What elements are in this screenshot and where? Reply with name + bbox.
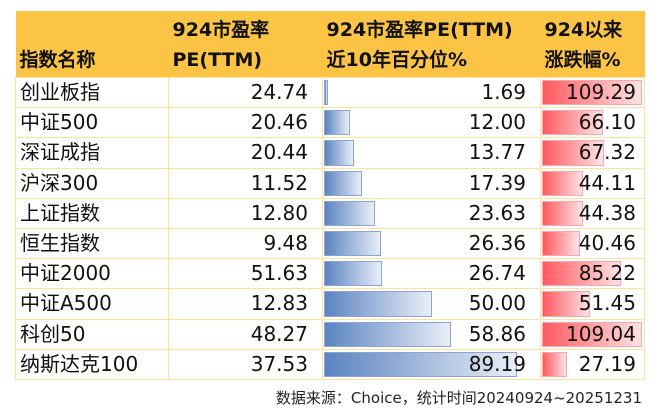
change-pct-value: 44.11 [578, 170, 636, 195]
index-name: 创业板指 [15, 76, 169, 109]
table-row: 上证指数 12.80 23.63 44.38 [15, 197, 645, 229]
change-cell: 109.04 [540, 318, 645, 350]
header-change-pct: 924以来 涨跌幅% [540, 11, 645, 78]
change-pct-value: 109.29 [566, 80, 636, 105]
pe-percentile-cell: 26.74 [322, 258, 541, 290]
index-name: 上证指数 [15, 197, 169, 229]
change-cell: 27.19 [540, 348, 645, 380]
pe-ttm-value: 12.80 [168, 197, 323, 229]
pe-percentile-value: 58.86 [468, 321, 526, 346]
change-pct-value: 40.46 [578, 231, 636, 256]
change-cell: 66.10 [540, 107, 645, 139]
index-name: 中证A500 [15, 288, 169, 320]
change-data-bar [542, 321, 642, 347]
change-data-bar [542, 170, 583, 196]
change-data-bar [542, 291, 590, 317]
table-row: 沪深300 11.52 17.39 44.11 [15, 167, 645, 199]
change-cell: 51.45 [540, 288, 645, 320]
change-pct-value: 85.22 [578, 261, 636, 286]
pe-ttm-value: 37.53 [168, 348, 323, 380]
change-pct-value: 66.10 [578, 110, 636, 135]
index-name: 中证2000 [15, 258, 169, 290]
change-cell: 109.29 [540, 76, 645, 109]
index-name: 恒生指数 [15, 227, 169, 260]
percentile-data-bar [324, 321, 452, 347]
table-row: 深证成指 20.44 13.77 67.32 [15, 137, 645, 169]
pe-percentile-cell: 13.77 [322, 137, 541, 169]
percentile-data-bar [324, 291, 432, 317]
percentile-data-bar [324, 80, 328, 106]
table-row: 科创50 48.27 58.86 109.04 [15, 318, 645, 350]
pe-ttm-value: 24.74 [168, 76, 323, 109]
pe-ttm-value: 20.46 [168, 107, 323, 139]
table-row: 中证500 20.46 12.00 66.10 [15, 107, 645, 139]
table-row: 创业板指 24.74 1.69 109.29 [15, 76, 645, 109]
pe-percentile-value: 12.00 [468, 110, 526, 135]
percentile-data-bar [324, 110, 350, 136]
pe-ttm-value: 48.27 [168, 318, 323, 350]
change-data-bar [542, 261, 622, 287]
pe-ttm-value: 11.52 [168, 167, 323, 199]
index-valuation-table: 指数名称 924市盈率 PE(TTM) 924市盈率PE(TTM) 近10年百分… [15, 11, 645, 380]
header-pe-percentile: 924市盈率PE(TTM) 近10年百分位% [322, 11, 541, 78]
pe-percentile-cell: 23.63 [322, 197, 541, 229]
change-data-bar [542, 80, 642, 106]
pe-ttm-value: 51.63 [168, 258, 323, 290]
pe-percentile-cell: 89.19 [322, 348, 541, 380]
pe-percentile-cell: 50.00 [322, 288, 541, 320]
pe-percentile-value: 50.00 [468, 291, 526, 316]
pe-percentile-cell: 26.36 [322, 227, 541, 260]
index-name: 科创50 [15, 318, 169, 350]
change-pct-value: 109.04 [566, 321, 636, 346]
index-name: 深证成指 [15, 137, 169, 169]
table-row: 纳斯达克100 37.53 89.19 27.19 [15, 348, 645, 380]
index-name: 沪深300 [15, 167, 169, 199]
header-pe-ttm: 924市盈率 PE(TTM) [168, 11, 323, 78]
percentile-data-bar [324, 170, 362, 196]
change-data-bar [542, 351, 568, 377]
table-row: 中证2000 51.63 26.74 85.22 [15, 258, 645, 290]
change-pct-value: 67.32 [578, 140, 636, 165]
table-row: 恒生指数 9.48 26.36 40.46 [15, 227, 645, 260]
pe-percentile-value: 26.74 [468, 261, 526, 286]
change-cell: 44.11 [540, 167, 645, 199]
table-row: 中证A500 12.83 50.00 51.45 [15, 288, 645, 320]
change-cell: 40.46 [540, 227, 645, 260]
pe-percentile-value: 1.69 [481, 80, 526, 105]
change-cell: 85.22 [540, 258, 645, 290]
pe-percentile-cell: 58.86 [322, 318, 541, 350]
change-pct-value: 44.38 [578, 200, 636, 225]
table-body: 创业板指 24.74 1.69 109.29 中证500 20.46 12.00 66.10 深… [15, 76, 645, 380]
percentile-data-bar [324, 261, 382, 287]
pe-percentile-cell: 12.00 [322, 107, 541, 139]
change-pct-value: 51.45 [578, 291, 636, 316]
pe-ttm-value: 9.48 [168, 227, 323, 260]
pe-percentile-value: 13.77 [468, 140, 526, 165]
change-pct-value: 27.19 [578, 351, 636, 376]
pe-percentile-value: 89.19 [468, 351, 526, 376]
pe-percentile-cell: 1.69 [322, 76, 541, 109]
pe-percentile-cell: 17.39 [322, 167, 541, 199]
header-row: 指数名称 924市盈率 PE(TTM) 924市盈率PE(TTM) 近10年百分… [15, 11, 645, 78]
change-cell: 44.38 [540, 197, 645, 229]
change-cell: 67.32 [540, 137, 645, 169]
index-name: 中证500 [15, 107, 169, 139]
pe-ttm-value: 12.83 [168, 288, 323, 320]
change-data-bar [542, 110, 604, 136]
header-index-name: 指数名称 [15, 11, 169, 78]
change-data-bar [542, 230, 580, 257]
index-name: 纳斯达克100 [15, 348, 169, 380]
pe-percentile-value: 26.36 [468, 231, 526, 256]
percentile-data-bar [324, 200, 376, 226]
pe-percentile-value: 23.63 [468, 200, 526, 225]
change-data-bar [542, 200, 584, 226]
change-data-bar [542, 140, 605, 166]
percentile-data-bar [324, 140, 354, 166]
pe-percentile-value: 17.39 [468, 170, 526, 195]
data-source-note: 数据来源：Choice，统计时间20240924~20251231 [275, 389, 642, 407]
percentile-data-bar [324, 351, 517, 377]
percentile-data-bar [324, 230, 381, 257]
pe-ttm-value: 20.44 [168, 137, 323, 169]
